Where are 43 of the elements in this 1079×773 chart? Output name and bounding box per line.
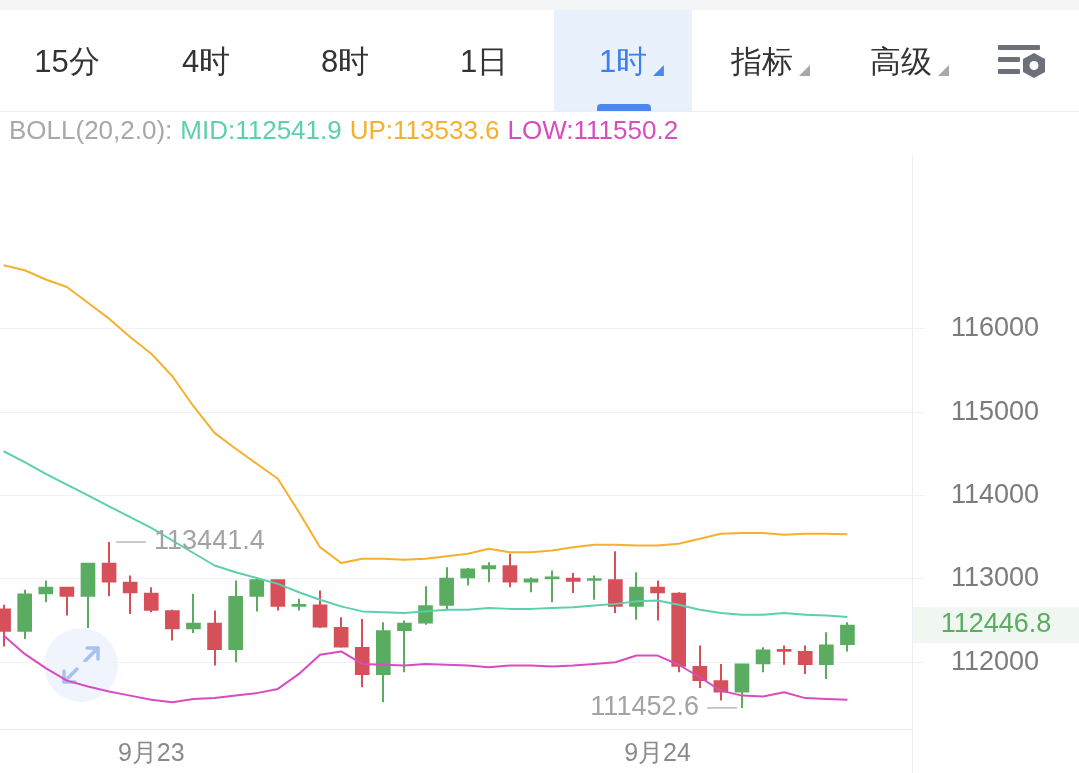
text: 1日 <box>459 44 509 79</box>
candlestick <box>165 608 180 642</box>
y-tick-label: 115000 <box>951 395 1040 426</box>
y-tick-label: 116000 <box>951 312 1040 343</box>
candlestick <box>249 577 265 613</box>
text: UP:113533.6 <box>349 115 500 145</box>
text: LOW:111550.2 <box>507 115 679 145</box>
candlestick <box>797 644 813 675</box>
y-tick-label: 113000 <box>951 562 1040 593</box>
text: 1时 <box>598 44 648 79</box>
candlestick <box>565 572 581 595</box>
candlestick <box>101 541 117 598</box>
candlestick <box>650 579 665 622</box>
candlestick <box>38 579 54 604</box>
candlestick <box>629 571 644 621</box>
candlestick <box>586 574 602 601</box>
candlestick <box>819 631 834 680</box>
candlestick <box>755 646 771 674</box>
text: MID:112541.9 <box>180 115 342 145</box>
candlestick <box>143 586 159 614</box>
candlestick <box>59 586 75 617</box>
candlestick <box>312 589 328 630</box>
candlestick <box>333 616 349 649</box>
candlestick <box>502 552 518 589</box>
text: 112446.8 <box>940 608 1052 639</box>
candlestick <box>840 621 855 653</box>
annotation: 111452.6 <box>590 691 699 722</box>
candlestick <box>481 561 497 584</box>
x-tick-label: 9月23 <box>117 737 185 766</box>
text: 高级 <box>870 44 932 79</box>
candlestick <box>776 644 792 666</box>
x-tick-label: 9月24 <box>624 737 692 766</box>
text: 15分 <box>34 44 100 79</box>
text: 指标 <box>731 44 793 79</box>
text: 4时 <box>181 44 231 79</box>
legend-title: BOLL(20,2.0): <box>9 115 173 145</box>
y-tick-label: 114000 <box>951 478 1040 509</box>
candlestick <box>397 619 412 674</box>
candlestick <box>418 585 433 626</box>
text: 8时 <box>320 44 370 79</box>
candlestick <box>122 574 138 615</box>
y-tick-label: 112000 <box>951 645 1040 676</box>
candlestick <box>186 592 201 635</box>
